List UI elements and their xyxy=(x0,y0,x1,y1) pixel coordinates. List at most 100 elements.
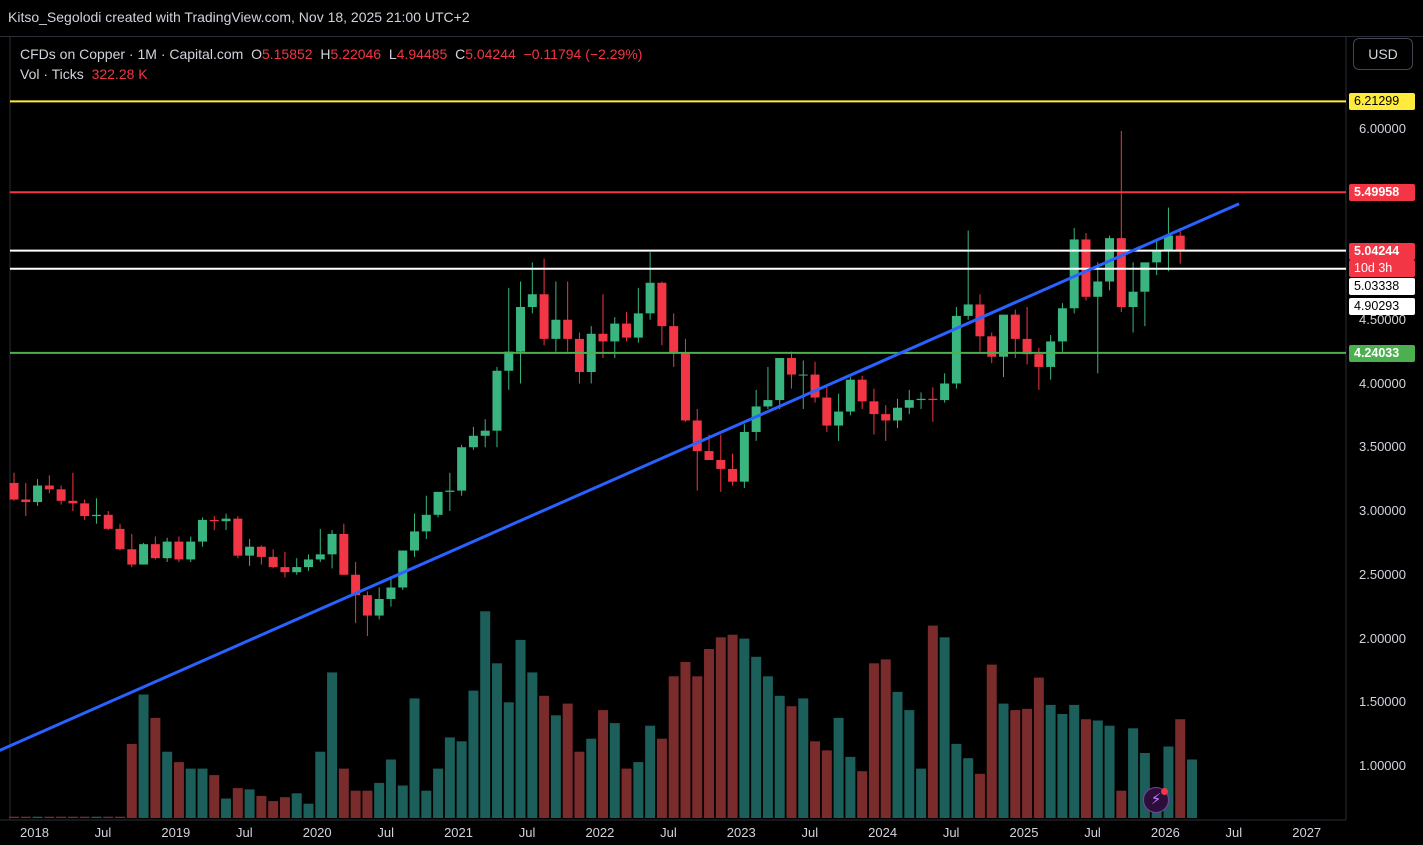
horizontal-levels[interactable] xyxy=(10,100,1346,354)
candle-body xyxy=(233,518,243,556)
candle-body xyxy=(527,294,537,307)
volume-bar xyxy=(668,676,679,818)
volume-bar xyxy=(138,694,149,818)
candle-body xyxy=(893,407,902,421)
symbol-legend: CFDs on Copper · 1M · Capital.com O5.158… xyxy=(20,44,642,84)
volume-bar xyxy=(56,816,67,818)
volume-bar xyxy=(256,795,267,818)
volume-bar xyxy=(633,762,644,818)
volume-bar xyxy=(79,816,90,818)
candle-body xyxy=(1046,341,1056,367)
time-tick: Jul xyxy=(518,825,536,840)
volume-bar xyxy=(397,785,408,818)
volume-bar xyxy=(739,638,750,818)
volume-bar xyxy=(1128,728,1139,818)
high-value: 5.22046 xyxy=(330,46,382,62)
volume-bar xyxy=(221,798,232,818)
time-tick: Jul xyxy=(94,825,112,840)
candle-body xyxy=(150,544,160,559)
candle-body xyxy=(798,374,808,376)
currency-button[interactable]: USD xyxy=(1353,38,1413,70)
volume-bar xyxy=(44,816,55,818)
volume-bar xyxy=(833,717,844,818)
candle-body xyxy=(80,503,90,517)
candle-body xyxy=(245,546,255,556)
candle-body xyxy=(492,370,502,431)
time-tick: Jul xyxy=(660,825,677,840)
volume-bar xyxy=(1163,746,1174,818)
open-label: O xyxy=(251,46,262,62)
volume-bar xyxy=(1069,704,1080,818)
candle-body xyxy=(268,556,278,568)
volume-bar xyxy=(291,793,302,818)
volume-bar xyxy=(762,676,773,818)
candle-body xyxy=(339,533,349,575)
volume-bar xyxy=(91,816,102,818)
high-label: H xyxy=(320,46,331,62)
candle-body xyxy=(351,574,361,596)
volume-bar xyxy=(115,816,126,818)
candle-body xyxy=(834,411,844,426)
candle-body xyxy=(622,323,632,338)
candle-body xyxy=(1128,291,1138,307)
candle-body xyxy=(221,518,231,522)
candle-body xyxy=(457,447,467,491)
candle-body xyxy=(551,319,561,339)
volume-label[interactable]: Vol · Ticks xyxy=(20,66,84,82)
candle-body xyxy=(174,541,184,560)
volume-bar xyxy=(562,703,573,818)
candle-body xyxy=(315,554,325,560)
volume-bar xyxy=(173,762,184,818)
volume-bar xyxy=(20,816,31,818)
candle-body xyxy=(33,485,43,503)
candle-body xyxy=(1057,308,1067,342)
price-tick: 1.50000 xyxy=(1359,694,1406,710)
candle-body xyxy=(987,336,997,357)
candle-body xyxy=(1163,235,1173,251)
trendline[interactable] xyxy=(0,202,1240,760)
candle-body xyxy=(1034,354,1044,367)
price-tick: 3.00000 xyxy=(1359,503,1406,518)
price-tick: 4.50000 xyxy=(1359,311,1406,327)
candle-body xyxy=(9,482,19,500)
price-tick: 3.50000 xyxy=(1359,439,1406,455)
time-tick: Jul xyxy=(236,825,253,840)
volume-bar xyxy=(9,816,19,818)
volume-bar xyxy=(268,801,279,818)
volume-bar xyxy=(1139,753,1150,818)
candle-body xyxy=(539,294,549,339)
candle-body xyxy=(410,531,420,551)
volume-bar xyxy=(951,743,962,818)
volume-bar xyxy=(598,710,608,818)
volume-bar xyxy=(574,751,585,818)
close-value: 5.04244 xyxy=(465,46,516,62)
volume-bar xyxy=(232,788,243,818)
volume-bar xyxy=(491,663,502,818)
candle-body xyxy=(209,519,219,522)
price-tick: 2.50000 xyxy=(1359,566,1406,582)
volume-bar xyxy=(927,625,938,818)
time-tick: 2021 xyxy=(444,825,473,840)
current-price-label: 5.04244 xyxy=(1349,243,1415,260)
candle-body xyxy=(256,546,266,557)
candle-body xyxy=(1140,262,1150,292)
candle-body xyxy=(504,351,514,371)
change-value: −0.11794 (−2.29%) xyxy=(523,46,643,62)
volume-bar xyxy=(421,790,432,818)
volume-value: 322.28 K xyxy=(91,66,148,82)
candle-body xyxy=(374,598,384,616)
candle-body xyxy=(1152,250,1162,263)
notification-dot xyxy=(1161,788,1168,795)
symbol-name[interactable]: CFDs on Copper · 1M · Capital.com xyxy=(20,46,244,62)
volume-bar xyxy=(385,759,396,818)
candle-body xyxy=(951,315,961,384)
time-tick: Jul xyxy=(801,825,819,840)
candle-body xyxy=(68,500,78,504)
volume-bar xyxy=(1116,790,1127,818)
price-tick: 2.00000 xyxy=(1359,630,1406,646)
time-tick: 2027 xyxy=(1292,825,1322,840)
volume-bar xyxy=(209,775,220,818)
candle-body xyxy=(398,550,408,588)
candle-body xyxy=(115,528,125,550)
